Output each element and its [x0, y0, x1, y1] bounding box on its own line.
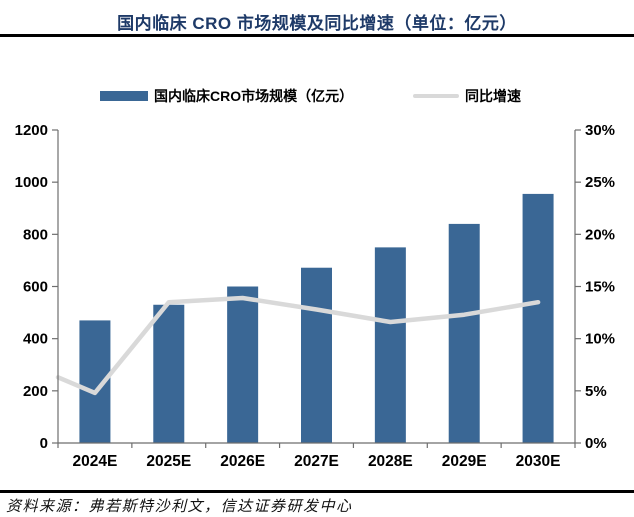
chart-legend: 国内临床CRO市场规模（亿元） 同比增速 — [0, 86, 634, 108]
left-axis-label: 600 — [23, 279, 48, 296]
right-axis-label: 5% — [585, 383, 607, 400]
footer-divider-rule — [0, 490, 634, 493]
right-axis-label: 30% — [585, 122, 615, 139]
left-axis-label: 0 — [40, 435, 48, 452]
x-axis-label-2024E: 2024E — [73, 453, 118, 470]
x-axis-label-2027E: 2027E — [294, 453, 339, 470]
source-attribution: 资料来源：弗若斯特沙利文，信达证券研发中心 — [6, 499, 353, 515]
x-axis-label-2030E: 2030E — [516, 453, 561, 470]
left-axis-label: 1000 — [15, 174, 48, 191]
x-axis-label-2026E: 2026E — [220, 453, 265, 470]
bar-2029E — [448, 223, 480, 443]
bar-2025E — [153, 304, 185, 443]
combo-chart-plot: 0 200 400 600 800 1000 1200 0% 5% 10% 15% 20% 25% 30%… — [15, 122, 615, 470]
legend-item-growth: 同比增速 — [413, 86, 521, 106]
right-axis-label: 20% — [585, 226, 615, 243]
growth-line — [55, 295, 541, 396]
right-axis-label: 25% — [585, 174, 615, 191]
x-axis-label-2029E: 2029E — [442, 453, 487, 470]
right-axis-label: 10% — [585, 331, 615, 348]
bar-2030E — [522, 193, 554, 443]
legend-label-growth: 同比增速 — [465, 88, 521, 104]
legend-item-market-size: 国内临床CRO市场规模（亿元） — [100, 86, 353, 106]
bar-2027E — [301, 267, 332, 443]
left-axis-label: 1200 — [15, 122, 48, 139]
left-axis-label: 800 — [23, 226, 48, 243]
x-axis-label-2028E: 2028E — [368, 453, 413, 470]
line-series-swatch — [413, 94, 459, 98]
x-axis-label-2025E: 2025E — [146, 453, 191, 470]
bar-2026E — [227, 286, 259, 443]
right-axis-label: 0% — [585, 435, 607, 452]
left-axis-label: 400 — [23, 331, 48, 348]
bar-series-swatch — [100, 91, 148, 101]
title-divider-rule — [0, 34, 634, 37]
right-axis-label: 15% — [585, 279, 615, 296]
legend-label-market-size: 国内临床CRO市场规模（亿元） — [154, 88, 354, 104]
bar-2028E — [374, 247, 406, 443]
left-axis-label: 200 — [23, 383, 48, 400]
chart-title: 国内临床 CRO 市场规模及同比增速（单位：亿元） — [117, 14, 517, 33]
